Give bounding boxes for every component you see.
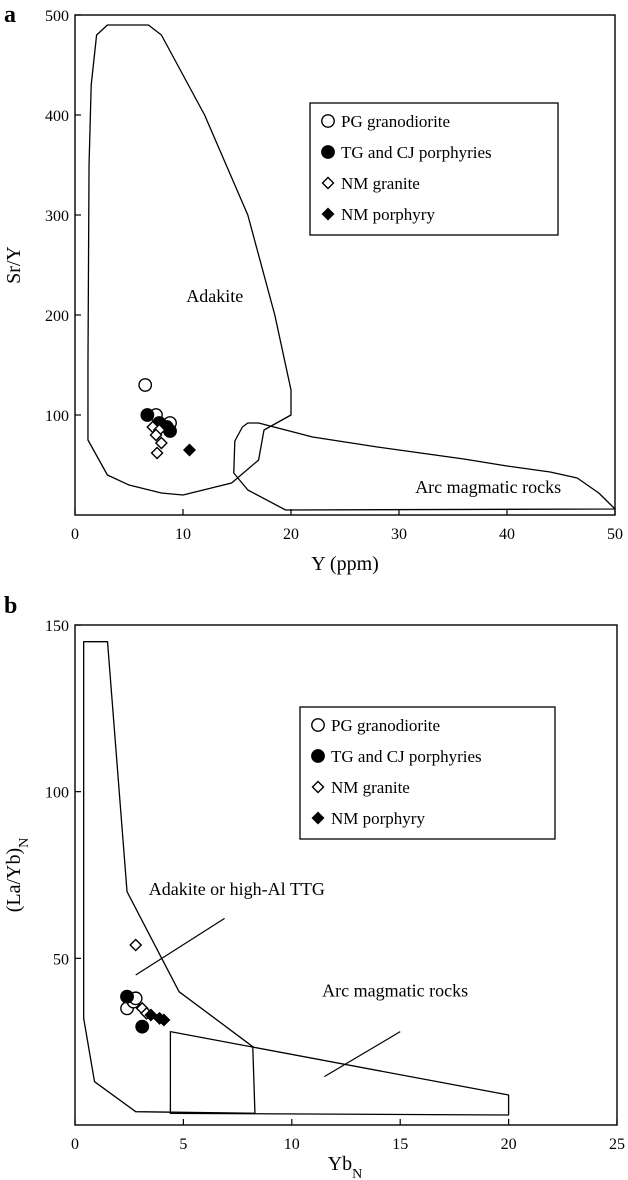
plot-frame: [74, 14, 616, 516]
x-tick-label: 20: [283, 526, 299, 543]
annotation-line-0: [135, 917, 225, 976]
legend-label: PG granodiorite: [331, 716, 440, 735]
data-point-diamond-open: [154, 436, 168, 450]
panel-letter-a: a: [4, 2, 16, 28]
panel-letter-b: b: [4, 593, 17, 619]
y-tick-label: 150: [45, 618, 69, 635]
region-outline-1: [233, 422, 616, 511]
x-tick-label: 15: [392, 1136, 408, 1153]
data-point-circle-filled: [135, 1019, 150, 1034]
x-tick-label: 10: [284, 1136, 300, 1153]
x-axis-title: Y (ppm): [311, 553, 379, 575]
data-point-circle-open: [138, 378, 153, 392]
region-label-0: Adakite or high-Al TTG: [149, 879, 325, 899]
legend-marker-diamond-open: [321, 176, 335, 190]
x-tick-label: 30: [391, 526, 407, 543]
plot-frame: [74, 624, 618, 1126]
y-axis-title: (La/Yb)N: [3, 838, 32, 913]
legend-label: NM granite: [341, 174, 420, 193]
legend-marker-circle-filled: [311, 749, 325, 763]
legend-label: TG and CJ porphyries: [341, 143, 492, 162]
data-point-circle-filled: [163, 424, 177, 438]
legend-marker-circle-open: [311, 718, 325, 732]
x-tick-label: 5: [179, 1136, 187, 1153]
x-tick-label: 40: [499, 526, 515, 543]
region-outline-1: [169, 1031, 510, 1116]
x-tick-label: 0: [71, 526, 79, 543]
x-axis-title: YbN: [328, 1153, 363, 1180]
legend-marker-circle-open: [321, 114, 335, 128]
chart-panel-a: Adakite Arc magmatic rocks 0 10 20 30 40 50 100 2…: [3, 8, 623, 575]
y-tick-label: 50: [53, 951, 69, 968]
data-point-diamond-open: [149, 428, 163, 442]
data-point-diamond-filled: [157, 1013, 171, 1027]
legend-marker-circle-filled: [321, 145, 335, 159]
x-tick-label: 10: [175, 526, 191, 543]
region-label-1: Arc magmatic rocks: [322, 981, 468, 1001]
y-tick-label: 100: [45, 785, 69, 802]
x-tick-label: 20: [501, 1136, 517, 1153]
legend-label: NM granite: [331, 778, 410, 797]
region-label-0: Adakite: [186, 286, 243, 306]
y-tick-label: 100: [45, 408, 69, 425]
data-point-diamond-filled: [182, 443, 196, 457]
data-point-circle-filled: [120, 989, 134, 1004]
legend-label: NM porphyry: [331, 809, 425, 828]
data-point-diamond-open: [150, 446, 164, 460]
legend-marker-diamond-filled: [321, 207, 335, 221]
legend-box: [299, 706, 556, 840]
x-tick-label: 25: [609, 1136, 625, 1153]
legend-marker-diamond-filled: [311, 811, 325, 825]
x-tick-label: 0: [71, 1136, 79, 1153]
region-outline-0: [87, 24, 292, 496]
y-axis-title: Sr/Y: [3, 246, 25, 284]
legend-box: [309, 102, 559, 236]
legend-label: PG granodiorite: [341, 112, 450, 131]
data-point-circle-filled: [140, 408, 155, 422]
region-label-1: Arc magmatic rocks: [415, 477, 561, 497]
data-point-diamond-filled: [144, 1008, 158, 1022]
legend-label: NM porphyry: [341, 205, 435, 224]
x-tick-label: 50: [607, 526, 623, 543]
y-tick-label: 500: [45, 8, 69, 25]
y-tick-label: 400: [45, 108, 69, 125]
legend-label: TG and CJ porphyries: [331, 747, 482, 766]
data-point-diamond-open: [129, 938, 143, 952]
y-tick-label: 300: [45, 208, 69, 225]
annotation-line-1: [324, 1031, 401, 1078]
y-tick-label: 200: [45, 308, 69, 325]
legend-marker-diamond-open: [311, 780, 325, 794]
region-outline-0: [83, 641, 256, 1114]
chart-panel-b: Adakite or high-Al TTG Arc magmatic rocks…: [3, 618, 625, 1180]
